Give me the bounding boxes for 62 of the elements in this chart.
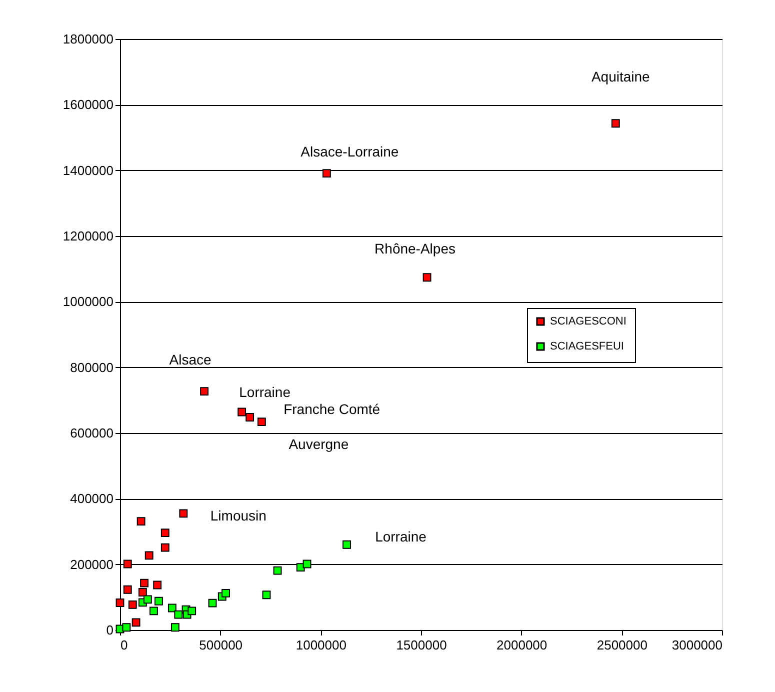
- x-tick-label: 3000000: [672, 638, 722, 652]
- annotation: Lorraine: [239, 384, 291, 400]
- point: [200, 387, 208, 396]
- annotation: Alsace: [169, 351, 212, 368]
- point: [150, 606, 158, 616]
- annotation: Limousin: [210, 507, 266, 524]
- y-tick-label: 1200000: [62, 228, 114, 244]
- y-tick-label: 1000000: [62, 294, 114, 310]
- y-tick-label: 800000: [70, 360, 114, 375]
- point: [154, 596, 163, 606]
- y-tick-label: 600000: [70, 426, 114, 440]
- point: [132, 618, 140, 627]
- annotation: Aquitaine: [591, 68, 650, 84]
- point: [422, 273, 432, 282]
- point: [122, 623, 131, 632]
- point: [160, 543, 170, 552]
- annotation: Rhône-Alpes: [374, 240, 456, 256]
- point: [138, 588, 147, 596]
- point: [168, 604, 176, 612]
- y-tick-label: 1400000: [62, 162, 114, 178]
- point: [257, 418, 266, 426]
- legend-label: SCIAGESCONI: [550, 316, 626, 328]
- point: [246, 413, 254, 422]
- annotation: Lorraine: [375, 528, 427, 545]
- point: [611, 119, 620, 128]
- point: [342, 540, 351, 549]
- y-tick-label: 1800000: [62, 32, 114, 46]
- point: [322, 169, 331, 178]
- annotation: Auvergne: [288, 436, 349, 452]
- point: [160, 528, 170, 538]
- point: [238, 408, 246, 416]
- annotation: Alsace-Lorraine: [300, 143, 399, 160]
- x-tick-label: 0: [120, 638, 128, 652]
- point: [273, 566, 282, 575]
- point: [188, 606, 196, 616]
- x-tick-label: 500000: [199, 638, 243, 652]
- point: [179, 509, 188, 518]
- x-tick-label: 2500000: [596, 638, 648, 652]
- point: [140, 578, 148, 588]
- point: [262, 590, 271, 600]
- y-tick-label: 400000: [70, 491, 114, 506]
- point: [174, 610, 183, 619]
- point: [116, 598, 124, 607]
- point: [123, 585, 132, 594]
- point: [136, 517, 146, 526]
- point: [144, 551, 154, 560]
- y-tick-label: 1600000: [62, 97, 114, 112]
- point: [128, 600, 137, 609]
- annotation: Franche Comté: [284, 401, 380, 418]
- point: [170, 623, 180, 632]
- point: [123, 560, 132, 568]
- legend-label: SCIAGESFEUI: [550, 340, 624, 352]
- point: [143, 595, 152, 604]
- x-tick-label: 1500000: [396, 638, 447, 652]
- point: [208, 598, 217, 608]
- y-tick-label: 200000: [70, 556, 114, 572]
- point: [153, 580, 162, 590]
- point: [222, 589, 230, 598]
- x-tick-label: 2000000: [496, 638, 548, 652]
- point: [302, 560, 312, 568]
- y-tick-label: 0: [106, 622, 114, 638]
- x-tick-label: 1000000: [296, 638, 346, 652]
